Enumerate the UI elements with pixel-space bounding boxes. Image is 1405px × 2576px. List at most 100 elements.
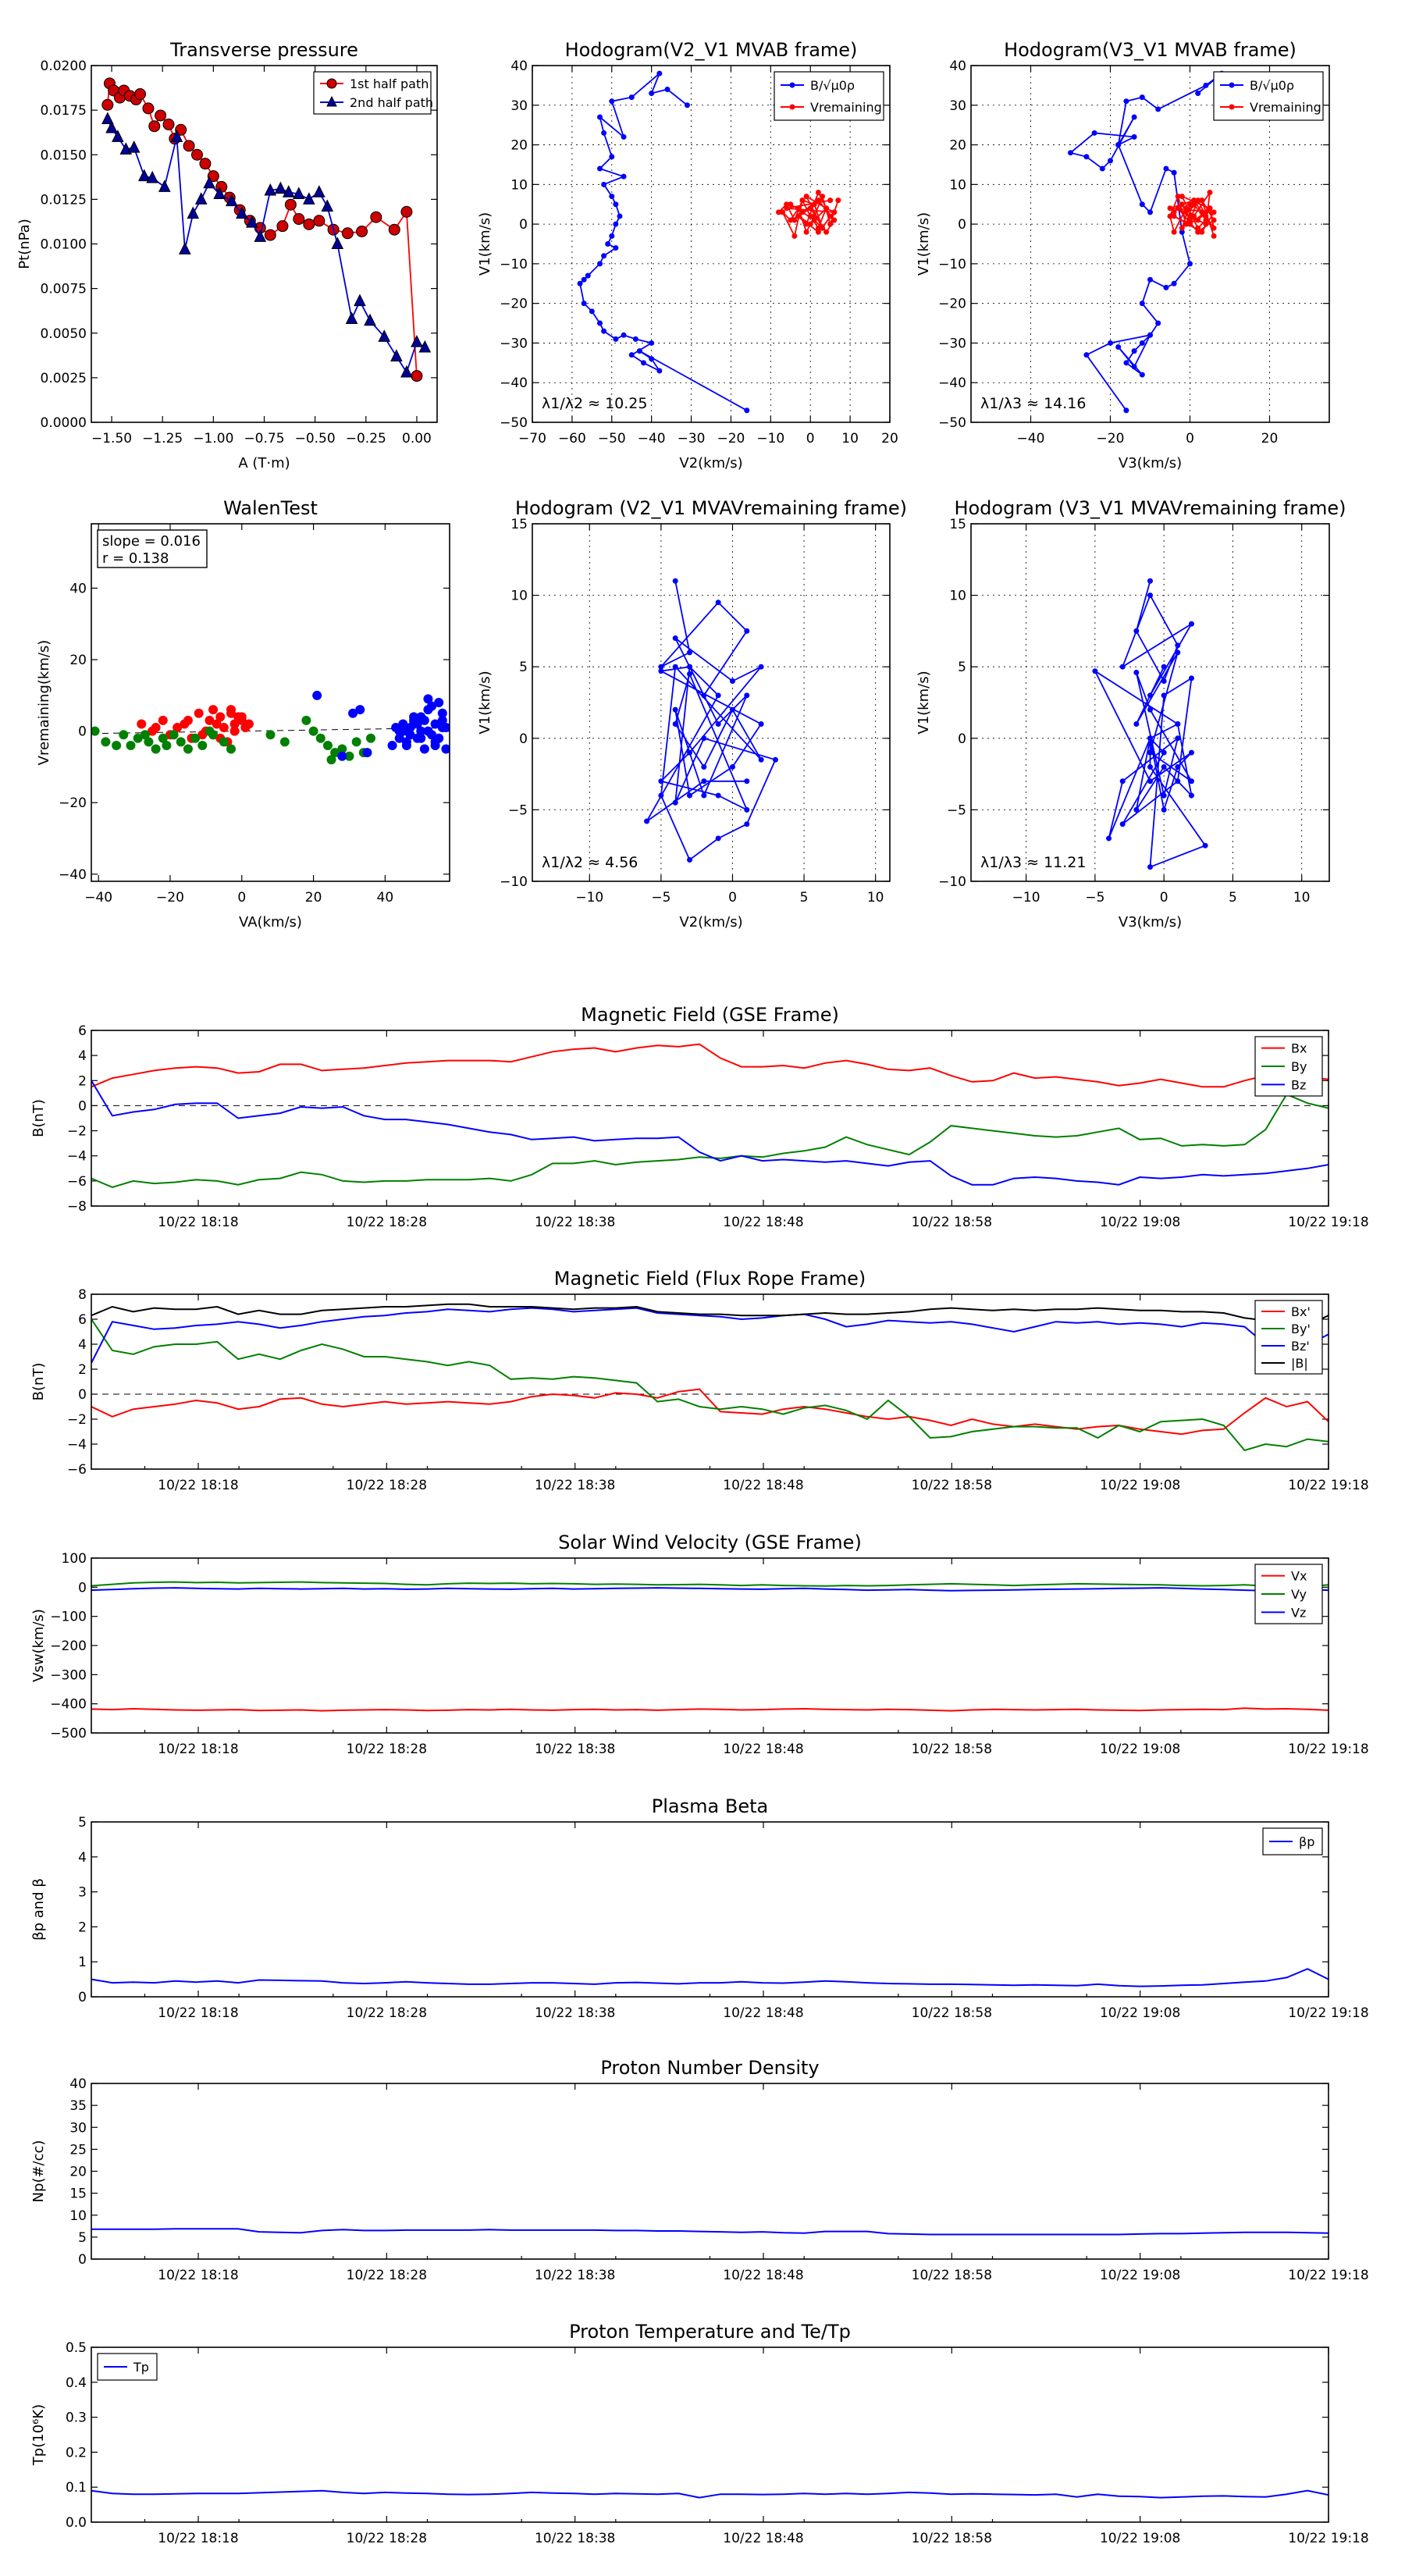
data-point (609, 154, 615, 160)
data-point (744, 821, 750, 827)
data-point (1119, 821, 1126, 827)
y-tick-label: 0 (78, 1580, 87, 1596)
data-point (173, 723, 183, 733)
data-point (191, 148, 204, 161)
series-Bz' (91, 1307, 1329, 1364)
data-point (827, 213, 834, 219)
data-point (148, 120, 161, 133)
y-tick-label: 8 (78, 1287, 87, 1303)
data-point (597, 114, 603, 120)
data-point (1202, 842, 1208, 849)
data-point (155, 109, 167, 122)
data-point (276, 220, 289, 233)
series-group2 (91, 715, 376, 765)
y-tick-label: −6 (67, 1462, 87, 1478)
data-point (807, 213, 813, 219)
y-tick-label: 2 (78, 1362, 87, 1378)
plot-area (91, 690, 450, 765)
series-Tp (91, 2489, 1329, 2499)
y-tick-label: 0 (519, 217, 528, 233)
data-point (246, 215, 258, 228)
series-1st half path (101, 77, 423, 382)
data-point (687, 749, 693, 756)
x-tick-label: −1.50 (91, 431, 132, 447)
y-tick-label: −30 (500, 336, 528, 351)
data-point (1175, 720, 1181, 727)
y-tick-label: 4 (78, 1337, 87, 1353)
x-tick-label: 10/22 19:08 (1100, 1478, 1180, 1493)
data-point (1171, 209, 1177, 215)
data-point (1139, 201, 1145, 208)
series-Vz (91, 1587, 1329, 1592)
data-point (401, 740, 411, 750)
x-tick-label: 10/22 19:08 (1100, 2531, 1180, 2546)
data-point (313, 215, 325, 227)
data-point (1183, 221, 1189, 227)
y-tick-label: −400 (50, 1697, 87, 1713)
series-Vy (91, 1581, 1329, 1588)
series-Bx (91, 1043, 1329, 1088)
x-tick-label: 10/22 18:38 (535, 2268, 615, 2283)
data-point (788, 201, 794, 208)
data-point (1175, 642, 1181, 649)
data-point (348, 708, 358, 718)
data-point (597, 165, 603, 172)
y-tick-label: 40 (69, 581, 87, 596)
data-point (1211, 225, 1217, 231)
y-tick-label: 0 (958, 217, 966, 233)
data-point (658, 778, 664, 785)
data-point (394, 733, 404, 743)
plot-area (577, 70, 841, 414)
y-tick-label: 0.0 (66, 2515, 87, 2531)
data-point (1175, 194, 1181, 200)
x-tick-label: −70 (518, 431, 546, 447)
data-point (795, 205, 802, 212)
data-point (1195, 217, 1201, 223)
legend: Tp (97, 2353, 158, 2381)
data-point (237, 712, 247, 722)
legend-label: |B| (1291, 1356, 1308, 1371)
data-point (423, 726, 433, 736)
data-point (378, 329, 391, 342)
data-point (1123, 407, 1129, 414)
y-tick-label: −8 (67, 1199, 87, 1215)
data-point (219, 723, 229, 733)
data-point (416, 726, 426, 736)
chart-title: Hodogram(V2_V1 MVAB frame) (565, 39, 858, 61)
legend-label: Tp (133, 2360, 149, 2375)
data-point (411, 370, 423, 382)
chart-title: Solar Wind Velocity (GSE Frame) (558, 1532, 862, 1553)
data-point (581, 301, 587, 307)
data-point (1191, 197, 1197, 204)
legend-marker (1229, 104, 1235, 110)
data-point (1119, 664, 1126, 670)
y-tick-label: 0.5 (66, 2340, 87, 2356)
data-point (1083, 154, 1090, 160)
chart-title: Hodogram (V2_V1 MVAVremaining frame) (515, 497, 907, 519)
x-tick-label: 40 (377, 890, 394, 906)
data-point (744, 628, 750, 634)
data-point (1188, 778, 1194, 785)
data-point (1171, 229, 1177, 235)
y-tick-label: −4 (67, 1437, 87, 1453)
data-point (176, 737, 186, 747)
data-point (400, 205, 413, 218)
data-point (617, 213, 623, 219)
series-line (91, 2228, 1329, 2236)
data-point (229, 719, 240, 729)
data-point (1179, 194, 1185, 200)
data-point (1139, 301, 1145, 307)
y-tick-label: 15 (510, 517, 528, 532)
legend: Bx' By' Bz' |B| (1254, 1300, 1323, 1375)
y-tick-label: 15 (69, 2186, 87, 2202)
data-point (799, 197, 806, 204)
data-point (151, 744, 161, 754)
data-point (292, 187, 305, 200)
data-point (190, 733, 201, 743)
data-point (1108, 340, 1113, 346)
data-point (303, 192, 315, 205)
y-tick-label: −300 (50, 1667, 87, 1683)
x-tick-label: 10/22 19:18 (1288, 1215, 1368, 1230)
data-point (312, 690, 322, 700)
data-point (1199, 209, 1205, 215)
